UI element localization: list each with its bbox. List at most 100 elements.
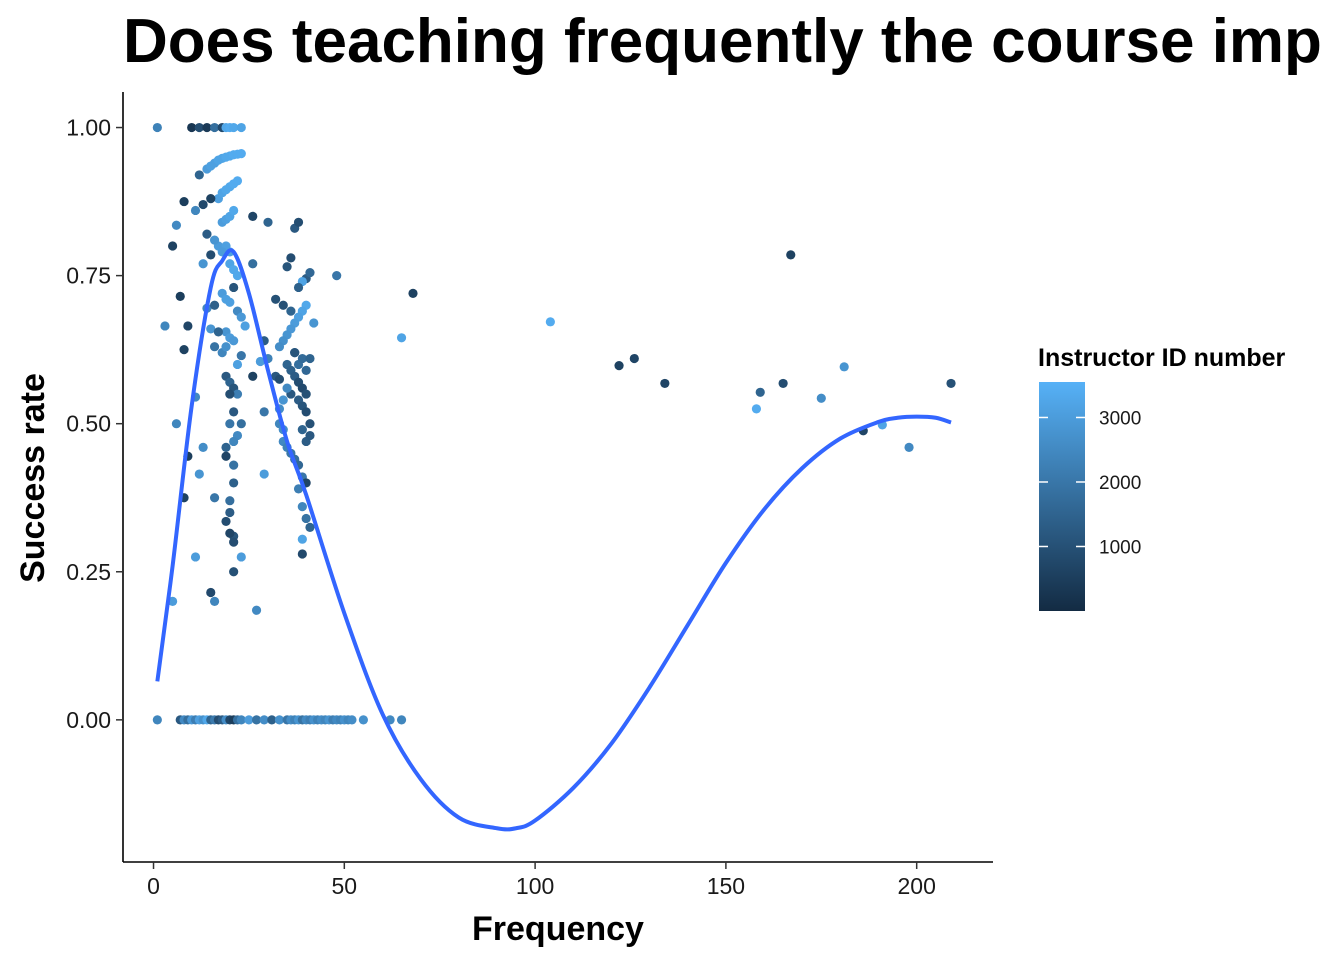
data-point — [225, 389, 235, 399]
data-point — [240, 321, 250, 331]
data-point — [347, 715, 357, 725]
data-point — [229, 122, 239, 133]
data-point — [198, 442, 208, 452]
data-point — [305, 430, 315, 441]
data-point — [305, 419, 315, 429]
data-point — [248, 371, 258, 381]
y-tick-label: 1.00 — [66, 115, 111, 141]
data-point — [297, 502, 307, 512]
data-point — [332, 271, 342, 281]
x-tick-label: 0 — [147, 873, 160, 899]
data-point — [225, 419, 235, 429]
data-point — [202, 229, 212, 239]
data-point — [839, 362, 849, 372]
data-point — [202, 122, 212, 133]
data-point — [198, 199, 208, 210]
data-point — [221, 516, 231, 527]
data-point — [221, 451, 231, 461]
data-point — [946, 378, 956, 389]
data-point — [232, 271, 243, 281]
data-point — [297, 549, 307, 559]
data-point — [660, 378, 670, 389]
data-point — [183, 321, 193, 331]
data-point — [305, 268, 315, 278]
data-point — [904, 442, 914, 452]
data-point — [232, 176, 243, 186]
smooth-trend-line — [155, 248, 952, 832]
points-layer — [152, 122, 956, 725]
data-point — [244, 715, 254, 725]
data-point — [629, 353, 639, 364]
data-point — [206, 194, 216, 204]
data-point — [168, 241, 178, 251]
data-point — [259, 469, 269, 479]
data-point — [236, 312, 246, 322]
data-point — [778, 378, 788, 389]
data-point — [171, 419, 182, 429]
data-point — [194, 469, 204, 479]
data-point — [190, 205, 201, 216]
data-point — [545, 317, 555, 327]
y-tick-label: 0.00 — [66, 707, 111, 733]
axes-layer: 0 50 100 150 200 0.00 0.25 0.50 0.75 1.00 — [66, 92, 993, 899]
data-point — [209, 122, 220, 133]
x-tick-label: 50 — [332, 873, 358, 899]
data-point — [263, 217, 273, 227]
data-point — [229, 336, 239, 346]
data-point — [229, 478, 239, 488]
data-point — [255, 356, 265, 367]
data-point — [175, 291, 185, 301]
data-point — [236, 350, 246, 361]
smooth-layer — [155, 248, 952, 832]
data-point — [229, 282, 239, 293]
data-point — [221, 442, 231, 452]
data-point — [259, 407, 269, 417]
data-point — [358, 715, 368, 725]
data-point — [229, 537, 239, 547]
y-axis-title: Success rate — [14, 373, 52, 583]
data-point — [194, 122, 204, 133]
data-point — [396, 715, 407, 725]
data-point — [251, 715, 262, 725]
data-point — [290, 348, 300, 358]
data-point — [229, 407, 239, 417]
legend-tick-label: 2000 — [1099, 473, 1141, 494]
data-point — [297, 353, 307, 364]
data-point — [179, 196, 189, 207]
data-point — [229, 436, 239, 447]
data-point — [179, 345, 189, 355]
data-point — [251, 605, 262, 615]
data-point — [206, 250, 216, 260]
data-point — [209, 493, 220, 503]
data-point — [305, 353, 315, 364]
data-point — [297, 534, 307, 544]
y-tick-label: 0.50 — [66, 411, 111, 437]
data-point — [171, 220, 182, 230]
data-point — [305, 522, 315, 532]
data-point — [274, 342, 285, 352]
data-point — [274, 715, 285, 725]
data-point — [236, 122, 246, 133]
y-tick-label: 0.75 — [66, 263, 111, 289]
data-point — [206, 324, 216, 334]
data-point — [293, 217, 304, 227]
color-legend: Instructor ID number 1000 2000 3000 — [1038, 344, 1286, 611]
data-point — [408, 288, 418, 298]
x-tick-label: 150 — [707, 873, 745, 899]
data-point — [278, 395, 288, 405]
data-point — [229, 567, 239, 577]
data-point — [209, 235, 220, 245]
data-point — [209, 596, 220, 606]
data-point — [232, 359, 243, 370]
data-point — [248, 211, 258, 221]
data-point — [271, 294, 281, 304]
x-axis-title: Frequency — [472, 910, 644, 948]
data-point — [755, 387, 765, 397]
data-point — [301, 407, 311, 417]
data-point — [194, 170, 204, 180]
data-point — [229, 205, 239, 216]
data-point — [301, 365, 311, 375]
data-point — [232, 389, 243, 399]
data-point — [160, 321, 170, 331]
